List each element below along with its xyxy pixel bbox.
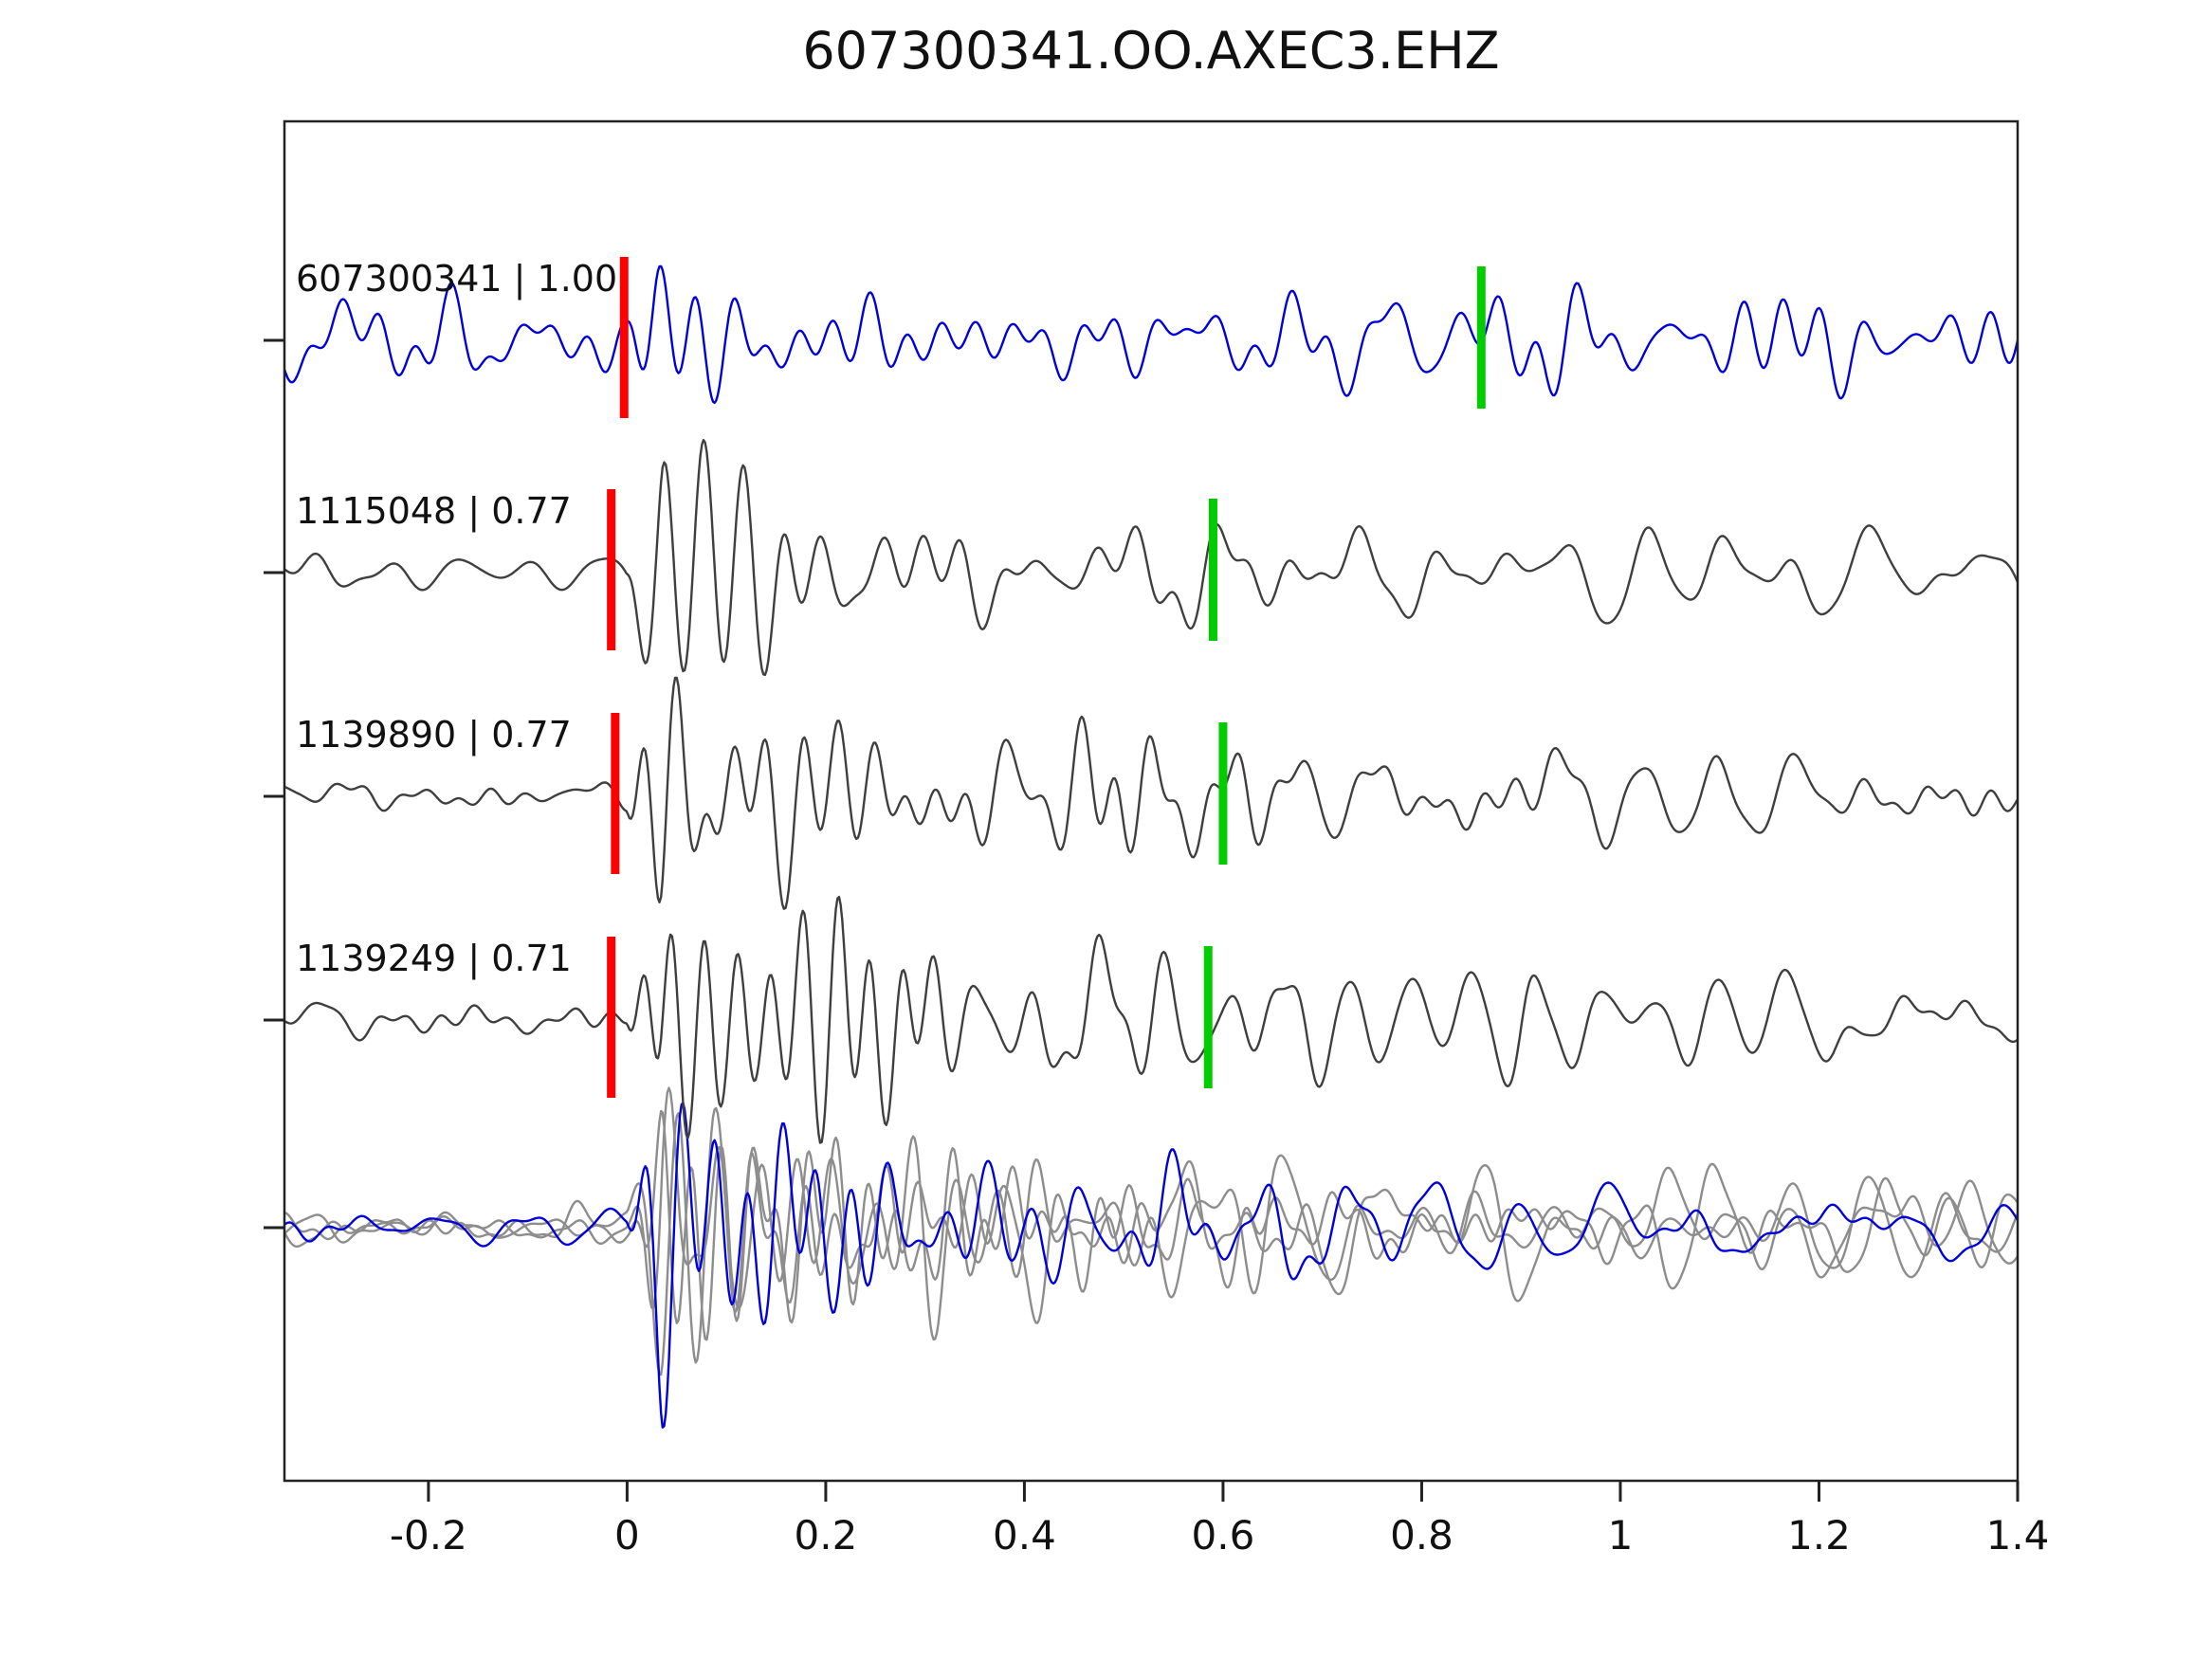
overlay-waveform-0 <box>284 1106 2018 1376</box>
axis-frame <box>283 119 2020 1483</box>
waveform-trace-1115048 <box>284 438 2018 677</box>
x-tick-label: 0.2 <box>795 1512 858 1559</box>
trace-label: 1115048 | 0.77 <box>296 490 572 533</box>
x-tick-label: 0.8 <box>1390 1512 1453 1559</box>
waveform-trace-1139890 <box>284 676 2018 910</box>
x-tick-label: 1 <box>1608 1512 1634 1559</box>
x-tick-label: 0.6 <box>1192 1512 1255 1559</box>
x-tick-label: 1.2 <box>1787 1512 1851 1559</box>
overlay-waveform-1 <box>284 1086 2018 1324</box>
trace-label: 1139249 | 0.71 <box>296 938 572 980</box>
overlay-waveform-2 <box>284 1109 2018 1341</box>
trace-label: 607300341 | 1.00 <box>296 258 617 301</box>
x-tick-label: 0.4 <box>993 1512 1056 1559</box>
chart-title: 607300341.OO.AXEC3.EHZ <box>802 21 1500 81</box>
x-tick-label: -0.2 <box>390 1512 467 1559</box>
trace-label: 1139890 | 0.77 <box>296 714 572 757</box>
waveform-trace-607300341 <box>284 264 2018 405</box>
waveform-layer <box>284 257 2018 1429</box>
x-tick-label: 0 <box>614 1512 640 1559</box>
waveform-trace-1139249 <box>284 896 2018 1144</box>
overlay-waveform-3 <box>284 1102 2018 1429</box>
x-tick-label: 1.4 <box>1986 1512 2050 1559</box>
